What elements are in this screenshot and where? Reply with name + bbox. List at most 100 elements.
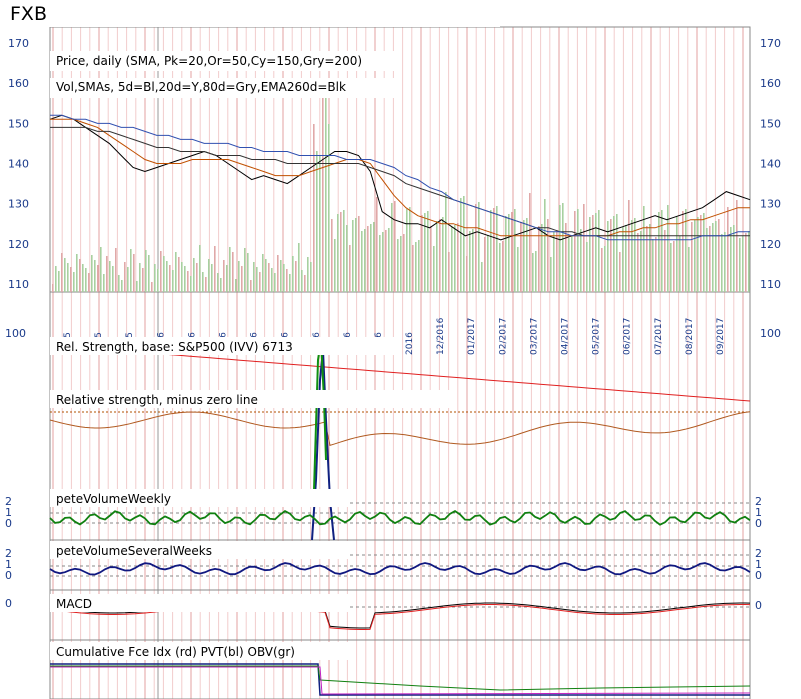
volume-bar	[400, 236, 402, 292]
volume-bar	[508, 214, 510, 292]
volume-bar	[76, 254, 78, 292]
volume-bar	[553, 232, 555, 292]
volume-bar	[601, 248, 603, 292]
volume-bar	[616, 214, 618, 292]
rs-panel-title: Rel. Strength, base: S&P500 (IVV) 6713	[56, 340, 293, 354]
volume-bar	[382, 232, 384, 292]
volume-bar	[235, 279, 237, 292]
volume-bar	[301, 270, 303, 292]
y-tick-label: 110	[8, 278, 29, 291]
volume-bar	[607, 221, 609, 292]
volume-bar	[532, 253, 534, 292]
volume-bar	[139, 263, 141, 292]
y-tick-label: 130	[760, 198, 781, 211]
volume-bar	[730, 227, 732, 292]
price-title-box	[50, 51, 400, 71]
volume-bar	[223, 260, 225, 292]
volume-bar	[430, 226, 432, 292]
volume-bar	[67, 263, 69, 292]
volume-bar	[745, 233, 747, 292]
y-tick-label: 1	[755, 506, 762, 519]
volume-bar	[580, 229, 582, 292]
x-date-label: 07/2017	[654, 318, 664, 355]
volume-bar	[640, 231, 642, 292]
volume-bar	[343, 210, 345, 292]
volume-bar	[538, 226, 540, 292]
volume-bar	[64, 258, 66, 292]
volume-bar	[370, 224, 372, 292]
volume-bar	[412, 245, 414, 292]
volume-bar	[238, 261, 240, 292]
volume-bar	[214, 246, 216, 292]
volume-bar	[595, 213, 597, 292]
volume-bar	[463, 196, 465, 292]
y-tick-label: 1	[5, 558, 12, 571]
volume-bar	[676, 216, 678, 292]
volume-bar	[361, 231, 363, 292]
volume-bar	[697, 217, 699, 292]
volume-bar	[256, 267, 258, 292]
volume-bar	[550, 257, 552, 292]
volume-bar	[448, 252, 450, 292]
y-tick-label: 0	[755, 599, 762, 612]
volume-bar	[742, 236, 744, 292]
volume-bar	[721, 234, 723, 292]
volume-bar	[283, 264, 285, 292]
y-tick-label: 1	[755, 558, 762, 571]
volume-bar	[667, 205, 669, 292]
rsz-panel-title: Relative strength, minus zero line	[56, 393, 258, 407]
y-tick-label: 0	[5, 517, 12, 530]
volume-bar	[193, 258, 195, 292]
volume-bar	[688, 247, 690, 292]
volume-bar	[70, 267, 72, 292]
volume-bar	[208, 259, 210, 292]
price-series-line	[50, 114, 750, 241]
volume-bar	[724, 232, 726, 292]
y-tick-label: 110	[760, 278, 781, 291]
volume-bar	[106, 256, 108, 292]
x-date-label: 06/2017	[623, 318, 633, 355]
volume-bar	[313, 124, 315, 292]
volume-bar	[706, 228, 708, 292]
volume-bar	[712, 223, 714, 292]
volume-bar	[184, 266, 186, 292]
volume-bar	[604, 246, 606, 292]
volume-bar	[649, 224, 651, 292]
volume-bar	[475, 204, 477, 292]
volume-bar	[547, 219, 549, 292]
volume-bar	[334, 239, 336, 292]
pete-weekly-line	[49, 509, 751, 526]
volume-bar	[172, 270, 174, 292]
volume-bar	[628, 200, 630, 292]
volume-bar	[286, 269, 288, 292]
volume-bar	[526, 218, 528, 292]
volume-bar	[592, 215, 594, 292]
volume-bar	[232, 252, 234, 292]
y-tick-label: 160	[8, 77, 29, 90]
volume-bar	[583, 204, 585, 292]
volume-bar	[289, 274, 291, 292]
volume-bar	[421, 215, 423, 292]
volume-bar	[271, 268, 273, 292]
volume-bar	[490, 210, 492, 292]
price-panel-title: Price, daily (SMA, Pk=20,Or=50,Cy=150,Gr…	[56, 54, 362, 68]
volume-bar	[394, 201, 396, 292]
volume-bar	[169, 265, 171, 292]
volume-bar	[259, 272, 261, 292]
volume-bar	[391, 203, 393, 292]
volume-bar	[97, 265, 99, 292]
volume-bar	[397, 239, 399, 292]
volume-bar	[274, 273, 276, 292]
fi-line	[50, 666, 751, 695]
volume-bar	[646, 226, 648, 292]
volume-bar	[598, 210, 600, 292]
volume-bar	[511, 212, 513, 292]
volume-bar	[196, 263, 198, 292]
y-tick-label: 0	[5, 597, 12, 610]
volume-bar	[664, 230, 666, 292]
volume-bar	[124, 262, 126, 292]
volume-bar	[466, 256, 468, 292]
volume-bar	[748, 231, 750, 292]
volume-bar	[178, 257, 180, 292]
volume-bar	[58, 271, 60, 292]
